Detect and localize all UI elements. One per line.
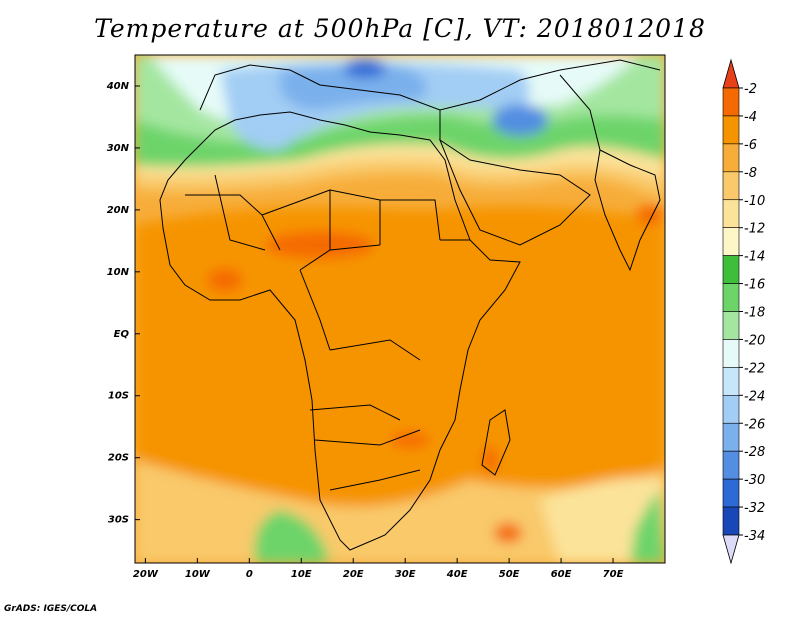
colorbar-label: -2 xyxy=(744,82,757,97)
lon-tick-label: 70E xyxy=(603,569,624,580)
colorbar-label: -12 xyxy=(744,222,765,237)
colorbar-top-arrow xyxy=(722,58,740,89)
colorbar-band xyxy=(722,115,740,145)
colorbar-label: -20 xyxy=(744,333,765,348)
colorbar-label: -22 xyxy=(744,361,765,376)
colorbar-band xyxy=(722,339,740,368)
lat-tick-label: 40N xyxy=(106,81,130,92)
colorbar-band xyxy=(722,87,740,117)
lat-tick-label: 10S xyxy=(108,391,129,402)
plot-frame xyxy=(134,54,666,564)
colorbar-band xyxy=(722,395,740,424)
lat-tick-label: 10N xyxy=(107,267,130,278)
lat-tick-label: EQ xyxy=(114,329,130,340)
lon-tick-label: 20W xyxy=(133,569,159,580)
lon-tick-label: 10W xyxy=(185,569,211,580)
colorbar-label: -14 xyxy=(744,250,765,265)
colorbar-band xyxy=(722,478,740,508)
lon-tick-label: 0 xyxy=(246,569,253,580)
colorbar-band xyxy=(722,506,740,536)
colorbar-label: -18 xyxy=(744,306,765,321)
colorbar-label: -4 xyxy=(744,110,757,125)
lat-tick-label: 20N xyxy=(107,205,130,216)
lat-tick-label: 30N xyxy=(107,143,130,154)
grads-credit: GrADS: IGES/COLA xyxy=(4,604,98,614)
colorbar-band xyxy=(722,143,740,173)
colorbar-label: -32 xyxy=(744,501,765,516)
lat-tick-label: 20S xyxy=(108,453,129,464)
colorbar-band xyxy=(722,450,740,480)
lon-tick-label: 30E xyxy=(395,569,416,580)
temperature-field xyxy=(135,55,665,563)
colorbar: -2 -4 -6 -8 -10 -12 -14 -16 -18 -20 -22 -24 -26 -28 -3… xyxy=(722,58,765,565)
country-borders xyxy=(159,59,661,551)
colorbar-band xyxy=(722,311,740,340)
colorbar-label: -30 xyxy=(744,473,765,488)
colorbar-band xyxy=(722,255,740,284)
colorbar-label: -10 xyxy=(744,194,765,209)
colorbar-band xyxy=(722,199,740,228)
colorbar-label: -34 xyxy=(744,529,765,544)
colorbar-label: -26 xyxy=(744,417,765,432)
map-title: Temperature at 500hPa [C], VT: 201801201… xyxy=(94,14,706,43)
latitude-axis: 40N 30N 20N 10N EQ 10S 20S 30S xyxy=(106,81,140,526)
lon-tick-label: 50E xyxy=(499,569,520,580)
colorbar-label: -16 xyxy=(744,278,765,293)
colorbar-band xyxy=(722,227,740,256)
colorbar-bottom-arrow xyxy=(722,534,740,565)
lat-tick-label: 30S xyxy=(108,515,129,526)
lon-tick-label: 60E xyxy=(551,569,572,580)
colorbar-label: -6 xyxy=(744,138,757,153)
lon-tick-label: 10E xyxy=(291,569,312,580)
lon-tick-label: 20E xyxy=(343,569,364,580)
colorbar-band xyxy=(722,283,740,312)
colorbar-label: -28 xyxy=(744,445,765,460)
colorbar-label: -8 xyxy=(744,166,757,181)
longitude-axis: 20W 10W 0 10E 20E 30E 40E 50E 60E 70E xyxy=(133,558,624,580)
lon-tick-label: 40E xyxy=(446,569,468,580)
colorbar-label: -24 xyxy=(744,389,765,404)
colorbar-band xyxy=(722,422,740,452)
colorbar-band xyxy=(722,171,740,201)
colorbar-band xyxy=(722,367,740,396)
